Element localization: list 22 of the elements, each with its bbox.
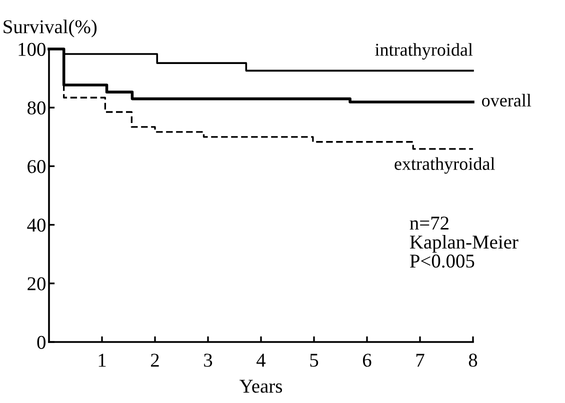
- y-tick-label: 60: [28, 160, 46, 174]
- annotation: n=72: [410, 216, 448, 230]
- x-tick-label: 7: [416, 354, 424, 367]
- x-tick-label: 6: [362, 354, 372, 367]
- y-tick-label: 20: [28, 277, 46, 290]
- series-label: intrathyroidal: [375, 43, 473, 60]
- y-tick-label: 100: [18, 42, 46, 56]
- x-axis-title: Years: [240, 380, 282, 393]
- series-label: overall: [482, 94, 532, 107]
- y-tick-label: 40: [27, 218, 46, 232]
- y-tick-label: 80: [28, 101, 46, 115]
- annotation: Kaplan-Meier: [410, 234, 518, 253]
- annotation: P<0.005: [410, 254, 474, 268]
- x-tick-label: 2: [150, 354, 159, 367]
- y-tick-label: 0: [37, 336, 46, 349]
- x-tick-label: 8: [468, 354, 478, 367]
- series-label: extrathyroidal: [394, 157, 495, 174]
- x-tick-label: 4: [256, 354, 266, 367]
- x-tick-label: 3: [204, 354, 212, 367]
- y-axis-title: Survival(%): [4, 20, 97, 38]
- x-tick-label: 1: [98, 354, 106, 367]
- x-tick-label: 5: [310, 354, 318, 367]
